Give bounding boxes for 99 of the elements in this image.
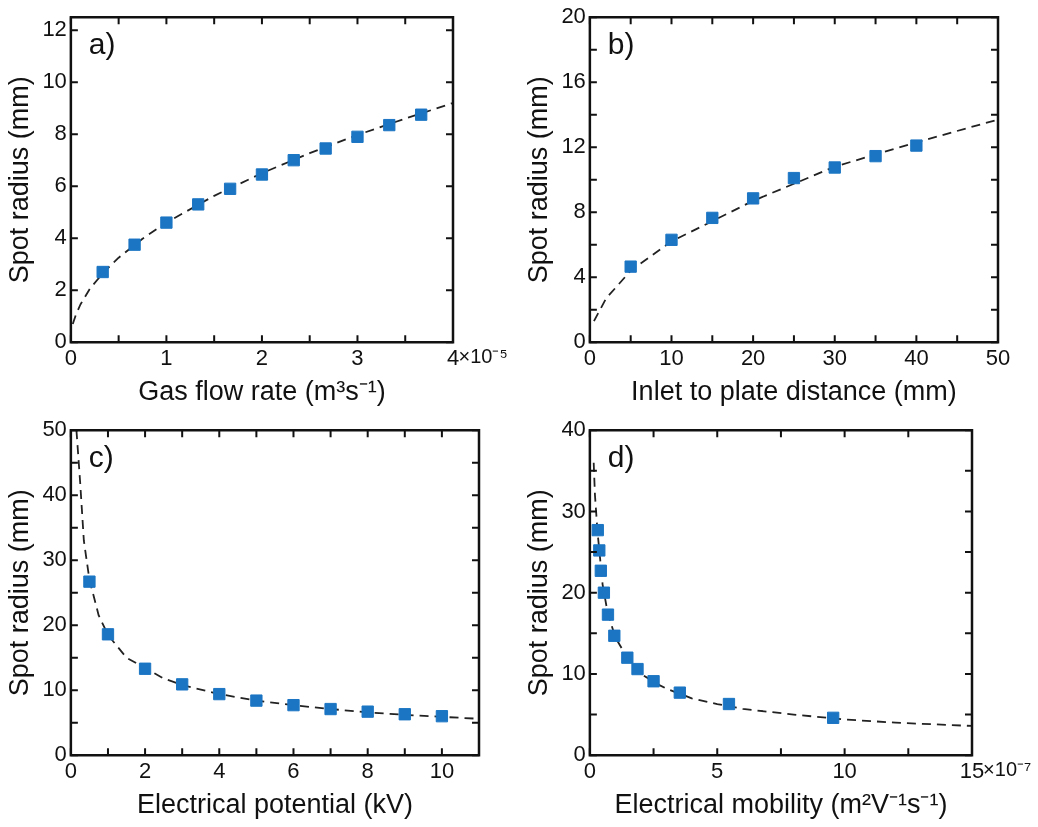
y-tick-label: 50 bbox=[42, 416, 67, 442]
x-tick-label: 10 bbox=[832, 758, 857, 784]
y-tick-label: 0 bbox=[54, 328, 67, 354]
point bbox=[787, 171, 801, 185]
x-tick-label: 8 bbox=[361, 758, 374, 784]
x-axis-title: Electrical potential (kV) bbox=[136, 789, 413, 820]
x-tick-label: 50 bbox=[985, 345, 1011, 371]
point bbox=[435, 710, 449, 723]
y-tick-label: 10 bbox=[561, 660, 586, 686]
point bbox=[624, 260, 637, 273]
y-tick-label: 8 bbox=[54, 120, 67, 146]
point bbox=[398, 708, 411, 721]
point bbox=[910, 139, 923, 152]
x-tick-label: 4 bbox=[446, 345, 460, 371]
point bbox=[319, 142, 332, 155]
point bbox=[601, 608, 615, 621]
point bbox=[192, 198, 205, 211]
y-tick-label: 10 bbox=[42, 68, 67, 94]
point bbox=[621, 651, 634, 664]
point bbox=[361, 705, 374, 718]
point bbox=[608, 629, 621, 642]
y-tick-label: 8 bbox=[573, 198, 586, 224]
point bbox=[593, 544, 606, 557]
y-tick-label: 30 bbox=[42, 546, 67, 572]
point bbox=[287, 698, 300, 712]
y-tick-label: 20 bbox=[42, 611, 67, 637]
y-tick-label: 10 bbox=[42, 676, 67, 702]
x-tick-label: 20 bbox=[740, 345, 766, 371]
point bbox=[647, 675, 660, 688]
point bbox=[665, 233, 678, 246]
point bbox=[722, 697, 736, 711]
y-tick-label: 0 bbox=[573, 328, 586, 354]
point bbox=[287, 154, 300, 167]
point bbox=[83, 575, 96, 588]
x-tick-label: 4 bbox=[213, 758, 226, 784]
point bbox=[828, 161, 841, 174]
point bbox=[255, 168, 269, 181]
text: ×10⁻⁷ bbox=[983, 757, 1032, 780]
y-tick-label: 6 bbox=[54, 172, 67, 198]
line-series bbox=[71, 102, 453, 325]
annotation: c) bbox=[88, 440, 114, 474]
point bbox=[101, 628, 115, 641]
point bbox=[383, 118, 396, 132]
x-tick-label: 3 bbox=[351, 345, 364, 371]
point bbox=[597, 586, 611, 599]
y-tick-label: 20 bbox=[561, 3, 586, 29]
y-tick-label: 40 bbox=[561, 416, 586, 442]
y-tick-label: 4 bbox=[54, 224, 67, 250]
x-tick-label: 5 bbox=[711, 758, 724, 784]
x-tick-label: 2 bbox=[255, 345, 269, 371]
x-tick-label: 2 bbox=[138, 758, 152, 784]
point bbox=[594, 564, 607, 577]
y-tick-label: 12 bbox=[561, 133, 586, 159]
y-tick-label: 12 bbox=[42, 16, 67, 42]
y-tick-label: 4 bbox=[573, 263, 586, 289]
y-axis-title: Spot radius (mm) bbox=[522, 76, 553, 284]
point bbox=[673, 686, 686, 699]
y-tick-label: 2 bbox=[54, 276, 67, 302]
y-tick-label: 0 bbox=[573, 741, 586, 767]
y-tick-label: 30 bbox=[561, 497, 586, 523]
point bbox=[415, 108, 428, 121]
annotation: d) bbox=[607, 440, 635, 474]
point bbox=[324, 702, 337, 716]
x-axis-title: Electrical mobility (m²V⁻¹s⁻¹) bbox=[614, 789, 948, 820]
point bbox=[96, 265, 109, 279]
y-tick-label: 20 bbox=[561, 578, 586, 604]
annotation: a) bbox=[88, 27, 116, 61]
x-tick-label: 1 bbox=[160, 345, 173, 371]
point bbox=[223, 182, 237, 195]
annotation: b) bbox=[607, 27, 635, 61]
point bbox=[160, 216, 173, 229]
x-tick-label: 10 bbox=[659, 345, 684, 371]
point bbox=[351, 130, 364, 143]
point bbox=[250, 694, 263, 707]
y-tick-label: 40 bbox=[42, 481, 67, 507]
x-tick-label: 10 bbox=[429, 758, 455, 784]
x-tick-label: 15 bbox=[959, 758, 985, 784]
point bbox=[631, 662, 644, 676]
x-tick-label: 30 bbox=[822, 345, 847, 371]
y-axis-title: Spot radius (mm) bbox=[3, 76, 34, 284]
point bbox=[827, 711, 840, 724]
x-axis-title: Inlet to plate distance (mm) bbox=[631, 376, 957, 407]
line-series bbox=[593, 118, 998, 322]
point bbox=[128, 238, 141, 251]
point bbox=[869, 149, 882, 163]
y-axis-title: Spot radius (mm) bbox=[3, 489, 34, 697]
y-tick-label: 16 bbox=[561, 68, 586, 94]
x-axis-title: Gas flow rate (m³s⁻¹) bbox=[138, 376, 386, 407]
point bbox=[746, 192, 760, 205]
text: ×10⁻⁵ bbox=[458, 344, 508, 367]
point bbox=[138, 662, 152, 675]
point bbox=[176, 678, 189, 691]
x-tick-label: 40 bbox=[904, 345, 929, 371]
y-tick-label: 0 bbox=[54, 741, 67, 767]
y-axis-title: Spot radius (mm) bbox=[522, 489, 553, 697]
point bbox=[213, 687, 226, 701]
x-tick-label: 6 bbox=[287, 758, 300, 784]
point bbox=[591, 523, 604, 537]
point bbox=[706, 211, 719, 225]
